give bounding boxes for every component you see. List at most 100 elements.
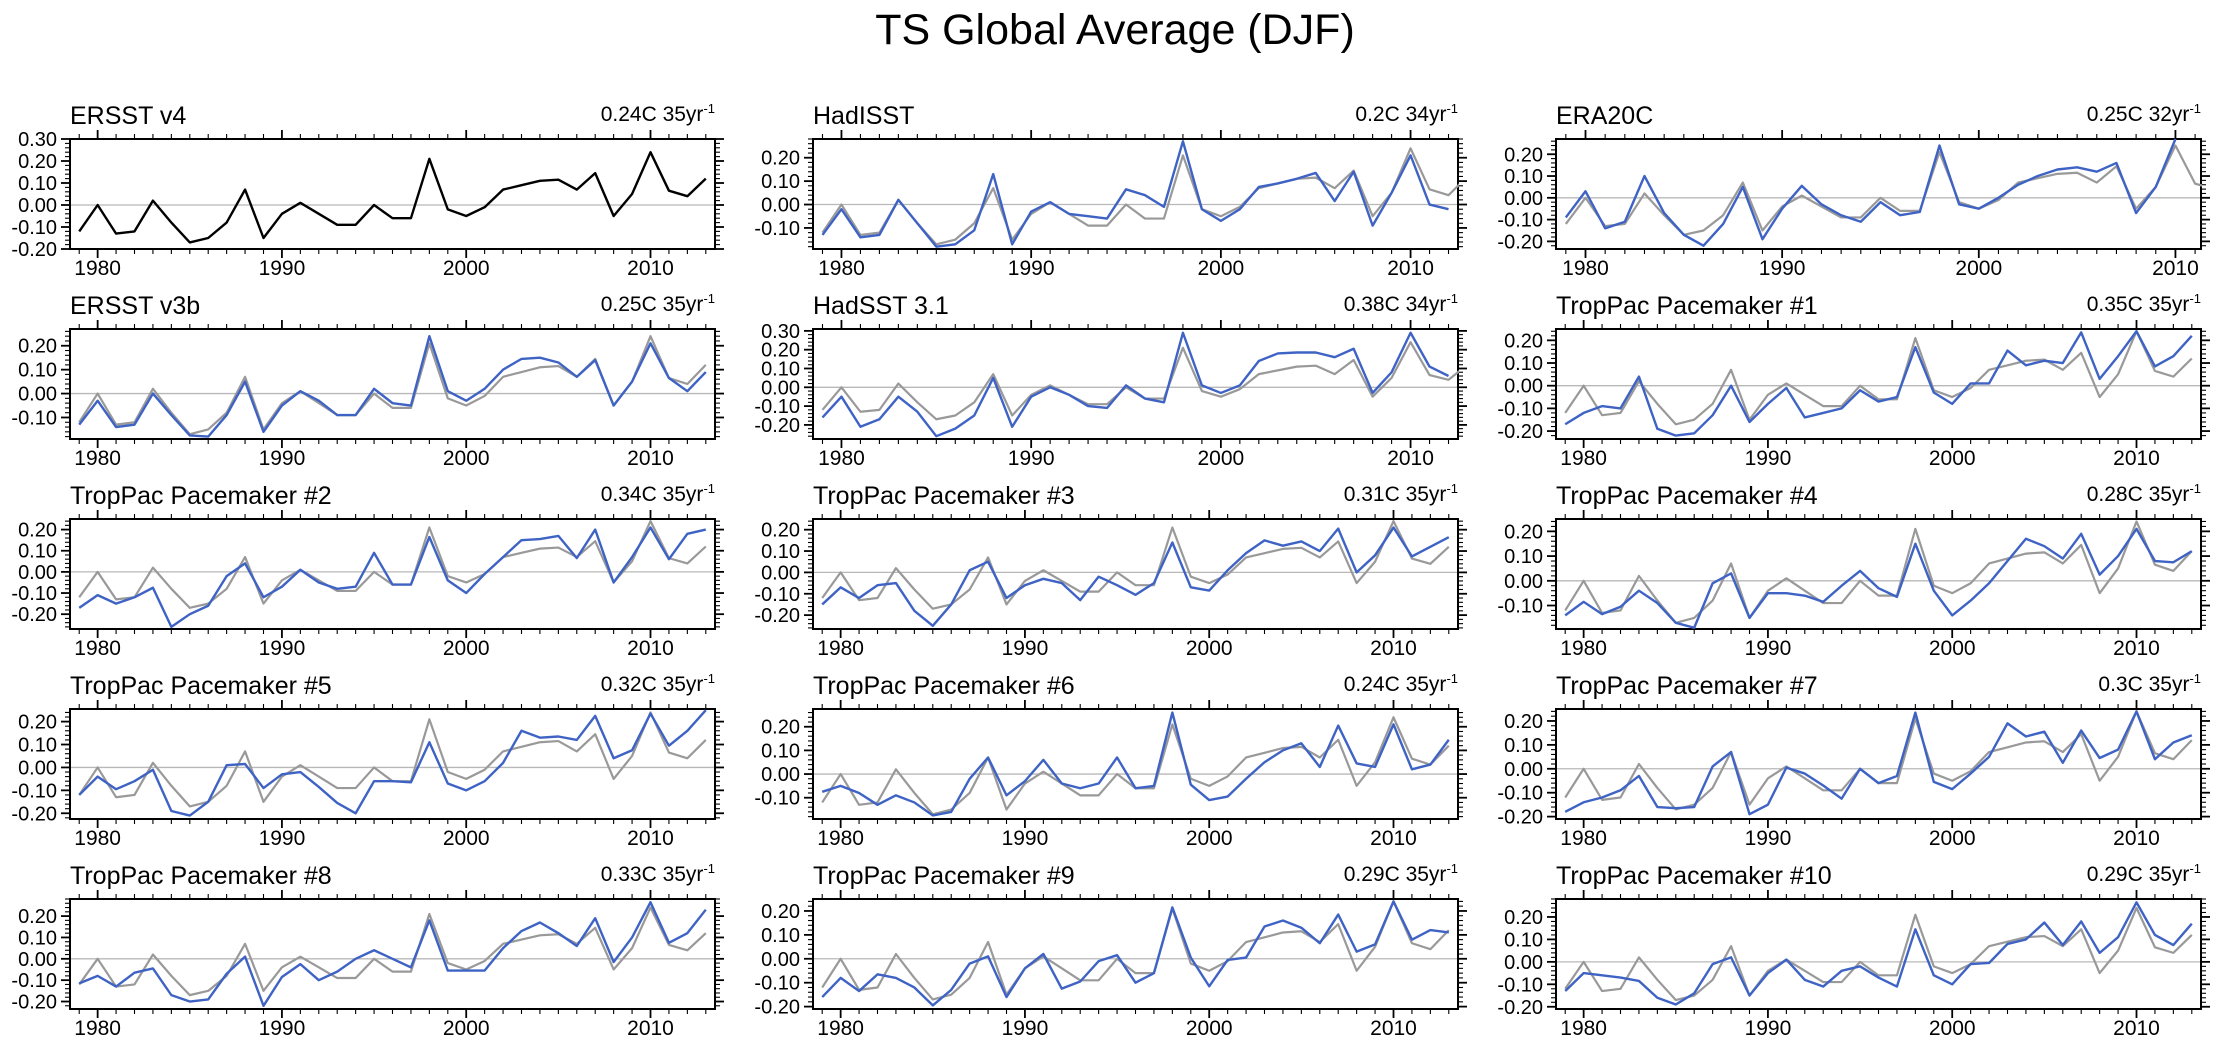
figure-title: TS Global Average (DJF) <box>0 0 2230 97</box>
panel-title: TropPac Pacemaker #4 <box>1556 482 1818 510</box>
trend-value: 0.29C 35yr <box>1343 863 1447 886</box>
y-tick-label: -0.20 <box>1497 231 1543 253</box>
plot-frame <box>1555 898 2202 1010</box>
x-tick-label: 1990 <box>1745 447 1792 470</box>
x-tick-label: 1990 <box>259 637 306 660</box>
x-tick-label: 1990 <box>1008 257 1055 280</box>
y-tick-label: -0.10 <box>1497 398 1543 420</box>
trend-annotation: 0.35C 35yr-1 <box>2087 291 2201 317</box>
plot-frame <box>69 518 716 630</box>
trend-value: 0.28C 35yr <box>2086 483 2190 506</box>
y-tick-label: 0.10 <box>1504 166 1543 188</box>
reference-line-series <box>78 520 707 609</box>
x-tick-label: 2010 <box>2113 637 2160 660</box>
trend-annotation: 0.29C 35yr-1 <box>1344 861 1458 887</box>
y-tick-label: 0.00 <box>18 949 57 971</box>
x-tick-label: 1980 <box>817 637 864 660</box>
y-tick-label: 0.30 <box>761 321 800 343</box>
chart-canvas: 0.200.100.00-0.10-0.20 1980 1990 2000 2010 <box>1497 130 2210 280</box>
dataset-line-series <box>1564 138 2177 247</box>
y-tick-label: -0.10 <box>1497 974 1543 996</box>
x-tick-label: 2010 <box>627 637 674 660</box>
chart-canvas: 0.200.100.00-0.10 1980 1990 2000 2010 <box>754 130 1467 280</box>
dataset-line-series <box>78 334 707 438</box>
x-tick-label: 1980 <box>74 257 121 280</box>
panel-header: ERA20C 0.25C 32yr-1 <box>1494 97 2230 130</box>
reference-line-series <box>1564 906 2193 1002</box>
plot-frame <box>1555 328 2202 440</box>
x-tick-label: 2000 <box>1186 827 1233 850</box>
plot-frame <box>1555 138 2202 250</box>
y-tick-label: 0.10 <box>1504 353 1543 375</box>
y-tick-label: 0.20 <box>18 906 57 928</box>
reference-line-series <box>821 900 1450 1001</box>
dataset-line-series <box>821 711 1450 817</box>
y-tick-label: 0.20 <box>18 336 57 358</box>
panel-title: TropPac Pacemaker #3 <box>813 482 1075 510</box>
y-tick-label: 0.10 <box>761 740 800 762</box>
y-tick-label: 0.10 <box>18 173 57 195</box>
x-tick-label: 1980 <box>74 827 121 850</box>
panel-header: TropPac Pacemaker #7 0.3C 35yr-1 <box>1494 667 2230 700</box>
x-tick-label: 2000 <box>1198 447 1245 470</box>
reference-line-series <box>1564 330 2193 426</box>
y-tick-label: -0.20 <box>1497 807 1543 829</box>
panel-header: TropPac Pacemaker #4 0.28C 35yr-1 <box>1494 477 2230 510</box>
y-tick-label: 0.10 <box>761 358 800 380</box>
x-tick-label: 2010 <box>627 827 674 850</box>
x-tick-label: 2000 <box>443 447 490 470</box>
x-tick-label: 1980 <box>818 447 865 470</box>
panel-title: TropPac Pacemaker #1 <box>1556 292 1818 320</box>
y-tick-label: 0.10 <box>1504 735 1543 757</box>
trend-value: 0.24C 35yr <box>1343 673 1447 696</box>
x-tick-label: 2000 <box>443 257 490 280</box>
panel-header: HadSST 3.1 0.38C 34yr-1 <box>751 287 1487 320</box>
x-tick-label: 1980 <box>74 447 121 470</box>
y-tick-label: 0.20 <box>18 151 57 173</box>
trend-exponent: -1 <box>2189 861 2201 876</box>
dataset-line-series <box>1564 330 2193 437</box>
x-tick-label: 2010 <box>1387 447 1434 470</box>
trend-annotation: 0.2C 34yr-1 <box>1355 101 1458 127</box>
y-tick-label: -0.20 <box>1497 421 1543 443</box>
chart-canvas: 0.300.200.100.00-0.10-0.20 1980 1990 2000 20… <box>754 320 1467 470</box>
x-tick-label: 1990 <box>1759 257 1806 280</box>
y-tick-label: 0.20 <box>18 712 57 734</box>
x-tick-label: 1990 <box>1745 827 1792 850</box>
panel-troppac-pacemaker-2: TropPac Pacemaker #2 0.34C 35yr-1 0.20 0.10… <box>8 477 744 667</box>
x-tick-label: 1980 <box>817 1017 864 1040</box>
trend-exponent: -1 <box>2189 291 2201 306</box>
trend-exponent: -1 <box>703 101 715 116</box>
dataset-line-series <box>821 140 1449 248</box>
y-tick-label: -0.20 <box>754 605 800 627</box>
panel-troppac-pacemaker-4: TropPac Pacemaker #4 0.28C 35yr-1 0.20 0.10… <box>1494 477 2230 667</box>
x-tick-label: 2000 <box>443 637 490 660</box>
y-tick-label: 0.10 <box>761 541 800 563</box>
x-tick-label: 2010 <box>627 257 674 280</box>
panel-header: ERSST v4 0.24C 35yr-1 <box>8 97 744 130</box>
y-tick-label: 0.00 <box>1504 571 1543 593</box>
x-tick-label: 1980 <box>818 257 865 280</box>
y-tick-label: 0.10 <box>761 171 800 193</box>
dataset-line-series <box>821 526 1450 628</box>
chart-canvas: 0.200.100.00-0.10-0.20 1980 1990 2000 2010 <box>11 700 724 850</box>
trend-value: 0.3C 35yr <box>2098 673 2190 696</box>
y-tick-label: 0.00 <box>761 949 800 971</box>
x-tick-label: 2000 <box>443 1017 490 1040</box>
x-tick-label: 2010 <box>627 447 674 470</box>
y-tick-label: -0.10 <box>754 396 800 418</box>
x-tick-label: 2000 <box>1929 447 1976 470</box>
panel-troppac-pacemaker-8: TropPac Pacemaker #8 0.33C 35yr-1 0.20 0.10… <box>8 857 744 1045</box>
y-tick-label: 0.20 <box>1504 330 1543 352</box>
trend-value: 0.24C 35yr <box>600 103 704 126</box>
x-tick-label: 2000 <box>1929 1017 1976 1040</box>
panel-era20c: ERA20C 0.25C 32yr-1 0.20 0.10 0.00 -0.10 -0.20… <box>1494 97 2230 287</box>
trend-exponent: -1 <box>703 671 715 686</box>
x-tick-label: 1980 <box>1562 257 1609 280</box>
y-tick-label: -0.10 <box>1497 783 1543 805</box>
reference-line-series <box>1564 710 2193 811</box>
y-tick-label: 0.20 <box>761 717 800 739</box>
trend-exponent: -1 <box>703 481 715 496</box>
panel-header: TropPac Pacemaker #10 0.29C 35yr-1 <box>1494 857 2230 890</box>
trend-exponent: -1 <box>1446 671 1458 686</box>
